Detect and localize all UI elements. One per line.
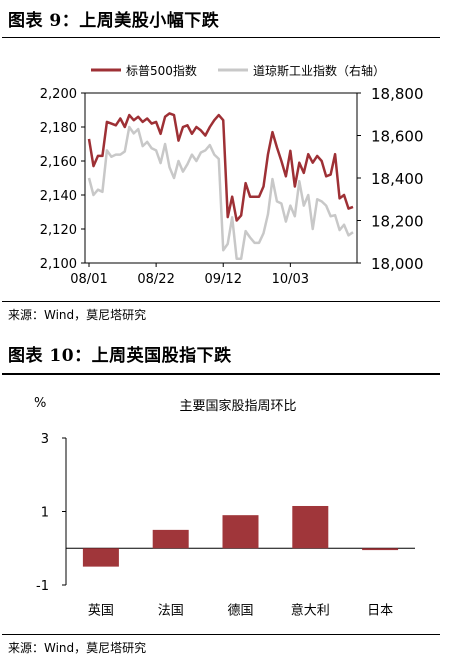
series-line-sp500	[87, 112, 354, 222]
title-rule-2	[2, 373, 440, 375]
y-tick-label: -1	[36, 579, 49, 594]
figure-title-2: 图表 10：上周英国股指下跌	[8, 346, 232, 366]
y-tick-label: 3	[41, 432, 49, 447]
category-label: 日本	[367, 603, 393, 618]
x-tick-label: 09/12	[205, 272, 242, 287]
y-right-tick-label: 18,800	[371, 85, 424, 103]
bar-5	[362, 548, 399, 551]
y-left-tick-label: 2,200	[40, 87, 77, 102]
source-rule-2	[2, 634, 440, 635]
category-label: 德国	[227, 603, 253, 618]
bar-2	[152, 529, 189, 549]
bar-1	[82, 548, 119, 567]
y-right-tick-label: 18,600	[371, 128, 424, 146]
title-rule-1	[2, 37, 440, 38]
bar-chart: % 主要国家股指周环比 -1 1 3 英国 法国 德国 意大利 日本	[34, 396, 415, 618]
category-label: 英国	[88, 603, 114, 618]
y-right-tick-label: 18,400	[371, 170, 424, 188]
x-tick-label: 08/01	[70, 272, 107, 287]
category-label: 意大利	[291, 602, 330, 618]
source-note-2: 来源：Wind，莫尼塔研究	[8, 641, 147, 655]
source-note-1: 来源：Wind，莫尼塔研究	[8, 308, 147, 322]
y-axis-unit: %	[34, 396, 46, 411]
category-label: 法国	[158, 603, 184, 618]
y-left-tick-label: 2,100	[40, 257, 77, 272]
bar-3	[222, 515, 259, 549]
figure-title-1: 图表 9：上周美股小幅下跌	[8, 11, 220, 31]
line-chart: 标普500指数 道琼斯工业指数（右轴） 2,100 2,120 2,140 2,160 2,…	[40, 63, 424, 287]
x-tick-label: 08/22	[137, 272, 174, 287]
series-line-dow	[87, 125, 354, 260]
y-left-tick-label: 2,140	[40, 189, 77, 204]
source-rule-1	[2, 301, 440, 302]
y-left-tick-label: 2,160	[40, 155, 77, 170]
chart-title: 主要国家股指周环比	[179, 398, 296, 414]
y-right-tick-label: 18,200	[371, 213, 424, 231]
y-left-tick-label: 2,120	[40, 223, 77, 238]
x-tick-label: 10/03	[272, 272, 309, 287]
legend-label-sp500: 标普500指数	[126, 63, 197, 78]
bar-4	[292, 505, 329, 549]
y-left-tick-label: 2,180	[40, 121, 77, 136]
y-tick-label: 1	[41, 506, 49, 521]
legend-label-dow: 道琼斯工业指数（右轴）	[253, 63, 385, 78]
y-right-tick-label: 18,000	[371, 255, 424, 273]
